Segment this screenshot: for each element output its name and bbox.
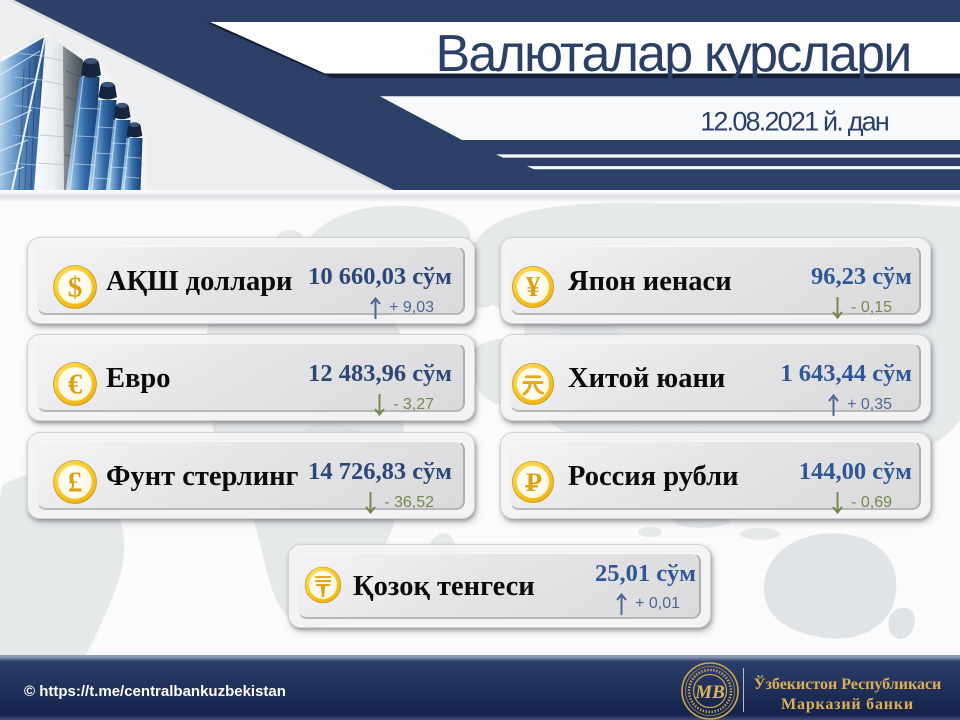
svg-text:МВ: МВ <box>694 682 725 703</box>
svg-text:Валюталар курслари: Валюталар курслари <box>435 25 910 83</box>
svg-text:€: € <box>68 368 83 400</box>
svg-text:12.08.2021 й. дан: 12.08.2021 й. дан <box>700 107 889 137</box>
svg-text:Р: Р <box>525 467 541 497</box>
svg-text:£: £ <box>68 466 83 498</box>
svg-text:$: $ <box>68 271 83 303</box>
svg-text:¥: ¥ <box>525 271 540 303</box>
